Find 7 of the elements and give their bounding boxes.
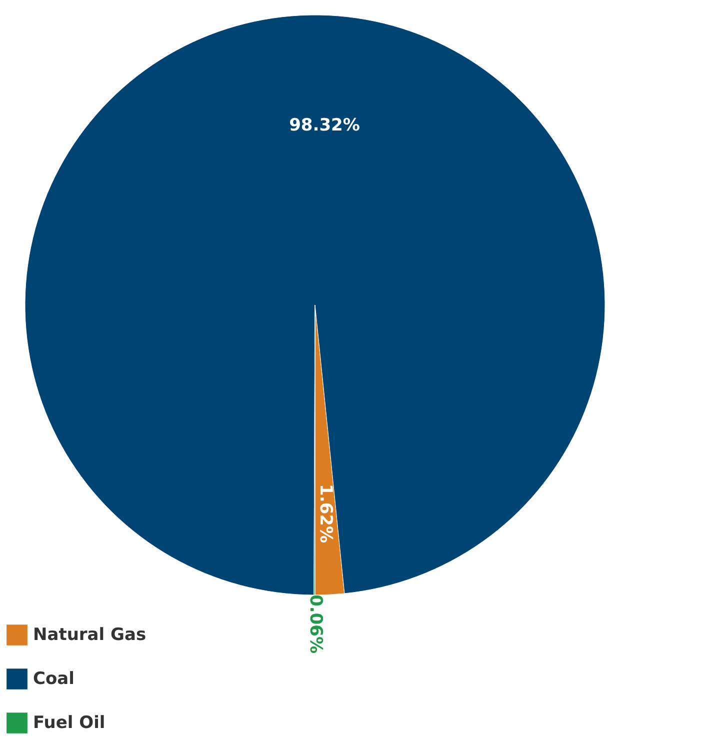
legend-label: Coal — [33, 669, 74, 689]
legend-label: Fuel Oil — [33, 713, 106, 733]
pie-slice — [24, 15, 605, 596]
legend-label: Natural Gas — [33, 625, 146, 645]
data-label: 0.06% — [306, 594, 326, 654]
data-label: 98.32% — [289, 115, 360, 136]
data-label: 1.62% — [316, 484, 336, 544]
